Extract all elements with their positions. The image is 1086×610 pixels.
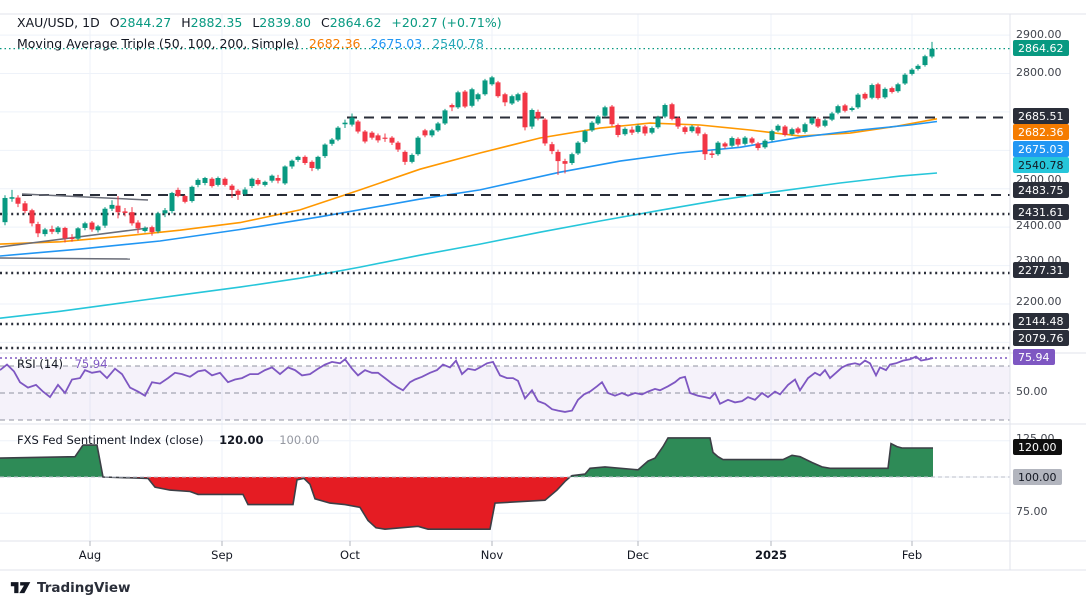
open-label: O [109,15,120,30]
sentiment-area-negative [0,477,933,530]
sentiment-value: 120.00 [219,433,264,447]
price-badge: 2144.48 [1013,313,1069,329]
trendline [0,257,131,260]
change-value: +20.27 (+0.71%) [391,15,502,30]
time-axis-label: 2025 [754,548,788,562]
price-axis-label: 2800.00 [1016,66,1062,79]
low-label: L [252,15,260,30]
price-axis-label: 2400.00 [1016,219,1062,232]
price-axis-label: 50.00 [1016,385,1048,398]
rsi-label[interactable]: RSI (14) [17,357,63,371]
time-axis-label: Aug [78,548,102,562]
price-axis-label: 2900.00 [1016,28,1062,41]
price-badge: 2540.78 [1013,157,1069,173]
tradingview-logo[interactable]: TradingView [10,579,131,597]
price-axis[interactable]: 2900.00 2800.00 2500.00 2400.00 2300.00 2200.… [1010,0,1086,570]
price-badge: 75.94 [1013,349,1055,365]
price-badge: 2864.62 [1013,40,1069,56]
sentiment-line [0,437,933,531]
price-badge: 2277.31 [1013,262,1069,278]
sma-line-sma-200 [0,172,938,319]
sentiment-pane [0,437,1010,531]
price-badge: 2682.36 [1013,124,1069,140]
price-axis-label: 2200.00 [1016,295,1062,308]
price-badge: 2431.61 [1013,204,1069,220]
sentiment-area-positive [0,437,933,477]
price-axis-label: 75.00 [1016,505,1048,518]
price-badge: 2079.76 [1013,330,1069,346]
ma50-value: 2682.36 [308,36,361,51]
sentiment-baseline-value: 100.00 [279,433,320,447]
time-axis-label: Feb [901,548,923,562]
symbol-header[interactable]: XAU/USD, 1D O2844.27 H2882.35 L2839.80 C… [17,15,502,30]
pane-separators [0,13,1086,571]
price-badge: 2675.03 [1013,141,1069,157]
tradingview-logo-text: TradingView [37,580,131,596]
sma-line-sma-100 [0,120,938,257]
low-value: 2839.80 [259,15,311,30]
price-badge: 2483.75 [1013,182,1069,198]
trendline [0,227,149,248]
open-value: 2844.27 [119,15,172,30]
ma200-value: 2540.78 [432,36,484,51]
trendline [21,193,149,201]
close-value: 2864.62 [329,15,382,30]
rsi-line [0,355,934,413]
sentiment-label[interactable]: FXS Fed Sentiment Index (close) [17,433,204,447]
rsi-pane [0,355,1010,421]
close-label: C [320,15,330,30]
price-badge: 2685.51 [1013,108,1069,124]
time-axis[interactable]: Aug Sep Oct Nov Dec 2025 Feb [0,541,1010,570]
price-badge: 100.00 [1013,469,1062,485]
ma-indicator-label[interactable]: Moving Average Triple (50, 100, 200, Sim… [17,36,299,51]
ma100-value: 2675.03 [370,36,423,51]
candles-layer [2,41,935,243]
high-value: 2882.35 [190,15,243,30]
high-label: H [181,15,191,30]
ma-indicator-header[interactable]: Moving Average Triple (50, 100, 200, Sim… [17,36,484,51]
symbol-title[interactable]: XAU/USD, 1D [17,15,100,30]
rsi-value: 75.94 [74,357,108,371]
time-axis-label: Oct [340,548,360,562]
time-axis-label: Sep [211,548,233,562]
sentiment-pane-label[interactable]: FXS Fed Sentiment Index (close) 120.00 1… [17,433,319,447]
price-badge: 120.00 [1013,439,1062,455]
time-axis-label: Nov [480,548,504,562]
tradingview-logo-icon [10,582,31,594]
rsi-pane-label[interactable]: RSI (14) 75.94 [17,357,108,371]
time-axis-label: Dec [626,548,650,562]
